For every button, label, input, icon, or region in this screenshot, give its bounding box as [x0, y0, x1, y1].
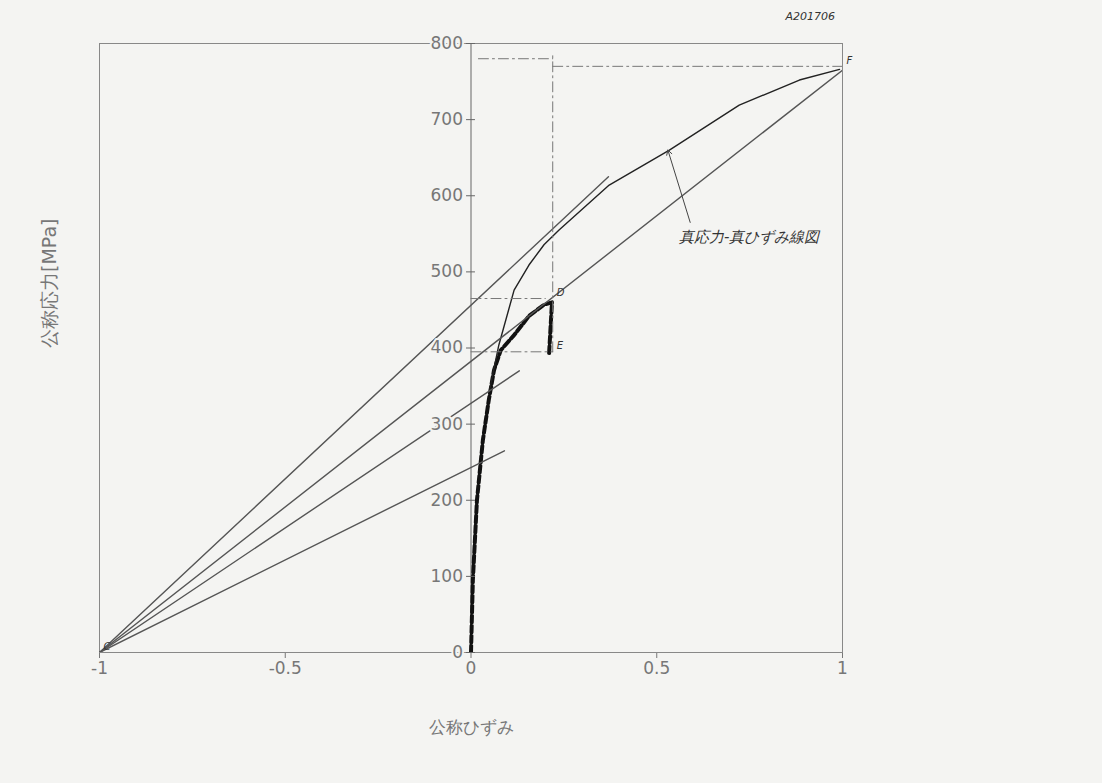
- svg-text:100: 100: [431, 566, 463, 586]
- svg-text:公称応力[MPa]: 公称応力[MPa]: [38, 219, 60, 348]
- svg-text:C: C: [104, 641, 111, 652]
- svg-text:真応力-真ひずみ線図: 真応力-真ひずみ線図: [679, 228, 821, 246]
- svg-text:0: 0: [452, 642, 463, 662]
- svg-text:500: 500: [431, 261, 463, 281]
- svg-text:-1: -1: [91, 658, 108, 678]
- svg-text:E: E: [557, 340, 564, 351]
- svg-text:800: 800: [431, 33, 463, 53]
- svg-text:300: 300: [431, 414, 463, 434]
- svg-text:A201706: A201706: [785, 10, 836, 23]
- svg-text:1: 1: [837, 658, 848, 678]
- svg-text:D: D: [557, 287, 565, 298]
- svg-text:400: 400: [431, 337, 463, 357]
- svg-text:-0.5: -0.5: [269, 658, 302, 678]
- svg-text:0.5: 0.5: [643, 658, 670, 678]
- svg-text:600: 600: [431, 185, 463, 205]
- svg-text:0: 0: [466, 658, 477, 678]
- svg-text:200: 200: [431, 490, 463, 510]
- svg-text:公称ひずみ: 公称ひずみ: [429, 717, 514, 737]
- svg-text:F: F: [847, 55, 853, 66]
- svg-text:700: 700: [431, 109, 463, 129]
